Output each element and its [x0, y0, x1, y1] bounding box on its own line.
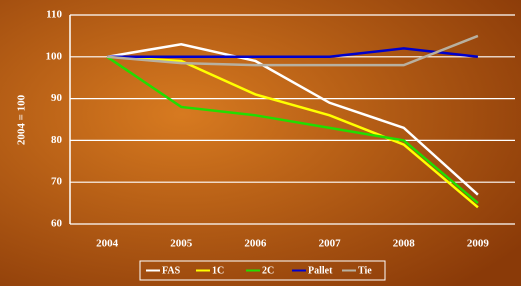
x-tick-label: 2004 — [96, 238, 119, 250]
y-tick-label: 70 — [51, 176, 63, 188]
y-tick-label: 110 — [46, 9, 62, 21]
x-tick-label: 2009 — [467, 238, 490, 250]
y-axis-label: 2004 = 100 — [16, 94, 28, 145]
y-tick-label: 60 — [51, 218, 63, 230]
y-tick-label: 100 — [46, 50, 63, 62]
legend-label: FAS — [162, 265, 181, 276]
legend-label: 1C — [212, 265, 224, 276]
legend-label: Tie — [358, 265, 372, 276]
y-tick-label: 90 — [51, 92, 63, 104]
chart: 2004 = 100 60 70 80 90 100 110 2004 2005 2006 200… — [0, 0, 521, 286]
x-tick-label: 2008 — [393, 238, 416, 250]
x-tick-label: 2005 — [170, 238, 193, 250]
x-tick-label: 2007 — [319, 238, 342, 250]
legend-label: 2C — [262, 265, 274, 276]
x-tick-label: 2006 — [244, 238, 267, 250]
legend-label: Pallet — [308, 265, 333, 276]
y-tick-label: 80 — [51, 134, 63, 146]
